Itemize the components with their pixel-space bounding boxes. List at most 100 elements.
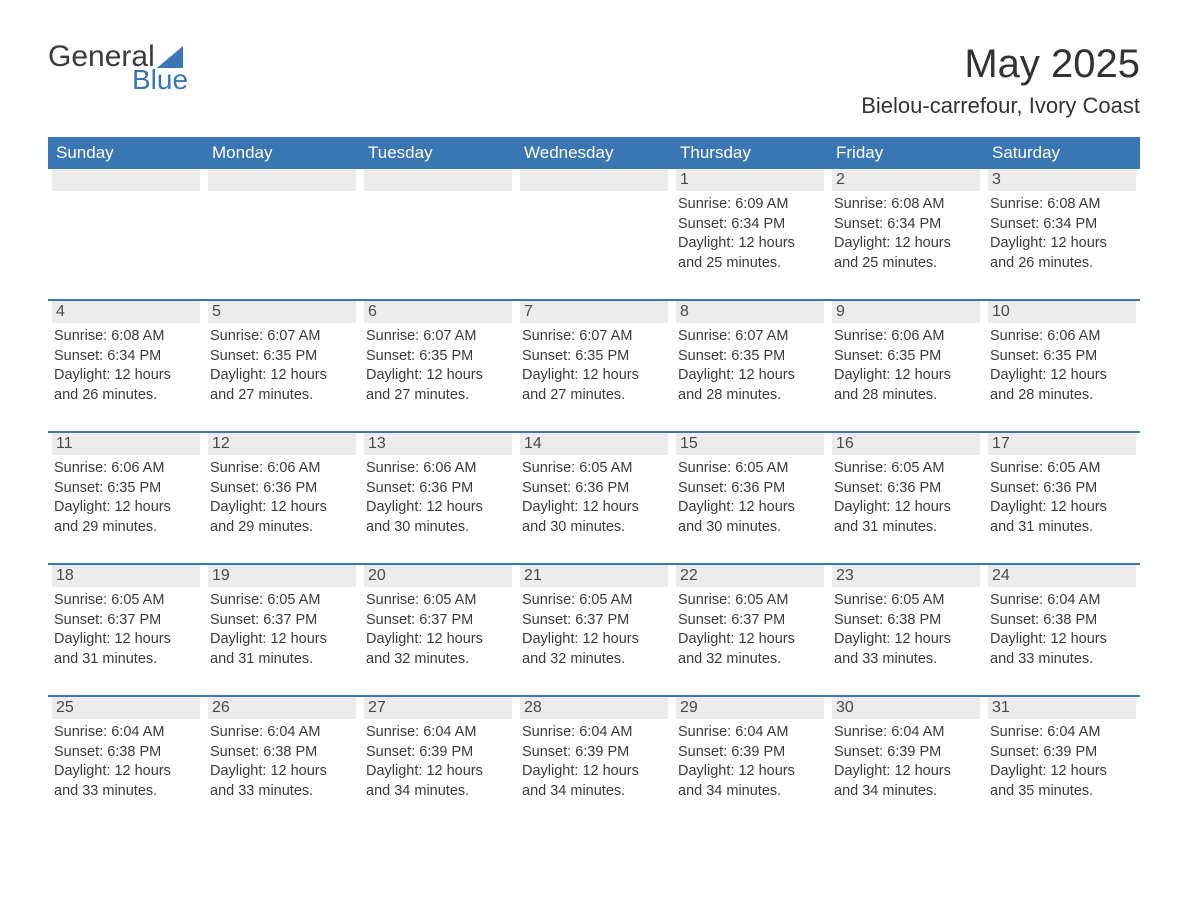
calendar-week: 18Sunrise: 6:05 AMSunset: 6:37 PMDayligh… xyxy=(48,563,1140,685)
day-number: 14 xyxy=(520,433,668,455)
calendar-day: 11Sunrise: 6:06 AMSunset: 6:35 PMDayligh… xyxy=(48,433,204,553)
day-number: 8 xyxy=(676,301,824,323)
daylight-text: Daylight: 12 hours and 33 minutes. xyxy=(210,762,354,801)
calendar-day: 20Sunrise: 6:05 AMSunset: 6:37 PMDayligh… xyxy=(360,565,516,685)
sunrise-text: Sunrise: 6:08 AM xyxy=(834,195,978,215)
sunrise-text: Sunrise: 6:07 AM xyxy=(678,327,822,347)
calendar-week: 1Sunrise: 6:09 AMSunset: 6:34 PMDaylight… xyxy=(48,169,1140,289)
sunrise-text: Sunrise: 6:05 AM xyxy=(990,459,1134,479)
day-number: 29 xyxy=(676,697,824,719)
sunset-text: Sunset: 6:39 PM xyxy=(834,743,978,763)
day-body: Sunrise: 6:05 AMSunset: 6:37 PMDaylight:… xyxy=(208,587,356,669)
calendar-day: 4Sunrise: 6:08 AMSunset: 6:34 PMDaylight… xyxy=(48,301,204,421)
daylight-text: Daylight: 12 hours and 26 minutes. xyxy=(54,366,198,405)
daylight-text: Daylight: 12 hours and 29 minutes. xyxy=(54,498,198,537)
day-body: Sunrise: 6:04 AMSunset: 6:38 PMDaylight:… xyxy=(208,719,356,801)
sunset-text: Sunset: 6:34 PM xyxy=(678,215,822,235)
calendar-day: 8Sunrise: 6:07 AMSunset: 6:35 PMDaylight… xyxy=(672,301,828,421)
day-body: Sunrise: 6:08 AMSunset: 6:34 PMDaylight:… xyxy=(52,323,200,405)
day-body: Sunrise: 6:05 AMSunset: 6:37 PMDaylight:… xyxy=(676,587,824,669)
day-number: 20 xyxy=(364,565,512,587)
sunrise-text: Sunrise: 6:06 AM xyxy=(834,327,978,347)
sunset-text: Sunset: 6:36 PM xyxy=(990,479,1134,499)
day-number: 24 xyxy=(988,565,1136,587)
day-body: Sunrise: 6:06 AMSunset: 6:36 PMDaylight:… xyxy=(208,455,356,537)
day-body: Sunrise: 6:06 AMSunset: 6:36 PMDaylight:… xyxy=(364,455,512,537)
day-number: 22 xyxy=(676,565,824,587)
calendar-day: 7Sunrise: 6:07 AMSunset: 6:35 PMDaylight… xyxy=(516,301,672,421)
day-number: 10 xyxy=(988,301,1136,323)
day-body: Sunrise: 6:05 AMSunset: 6:36 PMDaylight:… xyxy=(676,455,824,537)
day-body: Sunrise: 6:06 AMSunset: 6:35 PMDaylight:… xyxy=(832,323,980,405)
sunrise-text: Sunrise: 6:04 AM xyxy=(210,723,354,743)
sunset-text: Sunset: 6:35 PM xyxy=(522,347,666,367)
day-body: Sunrise: 6:05 AMSunset: 6:36 PMDaylight:… xyxy=(832,455,980,537)
sunrise-text: Sunrise: 6:04 AM xyxy=(834,723,978,743)
sunset-text: Sunset: 6:36 PM xyxy=(678,479,822,499)
daylight-text: Daylight: 12 hours and 30 minutes. xyxy=(522,498,666,537)
sunrise-text: Sunrise: 6:07 AM xyxy=(522,327,666,347)
daylight-text: Daylight: 12 hours and 28 minutes. xyxy=(678,366,822,405)
calendar-day xyxy=(516,169,672,289)
sunset-text: Sunset: 6:37 PM xyxy=(54,611,198,631)
sunrise-text: Sunrise: 6:06 AM xyxy=(366,459,510,479)
day-number: 7 xyxy=(520,301,668,323)
sunrise-text: Sunrise: 6:06 AM xyxy=(54,459,198,479)
sunset-text: Sunset: 6:37 PM xyxy=(678,611,822,631)
daylight-text: Daylight: 12 hours and 31 minutes. xyxy=(210,630,354,669)
daylight-text: Daylight: 12 hours and 25 minutes. xyxy=(678,234,822,273)
day-body: Sunrise: 6:05 AMSunset: 6:37 PMDaylight:… xyxy=(520,587,668,669)
weekday-header: Wednesday xyxy=(516,137,672,169)
day-body: Sunrise: 6:04 AMSunset: 6:39 PMDaylight:… xyxy=(520,719,668,801)
day-body: Sunrise: 6:04 AMSunset: 6:38 PMDaylight:… xyxy=(52,719,200,801)
day-body: Sunrise: 6:08 AMSunset: 6:34 PMDaylight:… xyxy=(988,191,1136,273)
day-body: Sunrise: 6:06 AMSunset: 6:35 PMDaylight:… xyxy=(52,455,200,537)
calendar-day: 14Sunrise: 6:05 AMSunset: 6:36 PMDayligh… xyxy=(516,433,672,553)
day-number: 12 xyxy=(208,433,356,455)
daylight-text: Daylight: 12 hours and 28 minutes. xyxy=(990,366,1134,405)
sunset-text: Sunset: 6:37 PM xyxy=(522,611,666,631)
day-number: 4 xyxy=(52,301,200,323)
day-body: Sunrise: 6:08 AMSunset: 6:34 PMDaylight:… xyxy=(832,191,980,273)
day-number: 11 xyxy=(52,433,200,455)
day-number: 28 xyxy=(520,697,668,719)
sunrise-text: Sunrise: 6:04 AM xyxy=(678,723,822,743)
sunset-text: Sunset: 6:35 PM xyxy=(834,347,978,367)
day-number xyxy=(520,169,668,191)
sunset-text: Sunset: 6:36 PM xyxy=(834,479,978,499)
calendar-day: 2Sunrise: 6:08 AMSunset: 6:34 PMDaylight… xyxy=(828,169,984,289)
sunrise-text: Sunrise: 6:08 AM xyxy=(54,327,198,347)
day-number: 1 xyxy=(676,169,824,191)
calendar-week: 25Sunrise: 6:04 AMSunset: 6:38 PMDayligh… xyxy=(48,695,1140,817)
sunset-text: Sunset: 6:35 PM xyxy=(990,347,1134,367)
sunrise-text: Sunrise: 6:05 AM xyxy=(210,591,354,611)
daylight-text: Daylight: 12 hours and 30 minutes. xyxy=(366,498,510,537)
daylight-text: Daylight: 12 hours and 32 minutes. xyxy=(678,630,822,669)
daylight-text: Daylight: 12 hours and 28 minutes. xyxy=(834,366,978,405)
daylight-text: Daylight: 12 hours and 31 minutes. xyxy=(834,498,978,537)
day-number: 2 xyxy=(832,169,980,191)
day-body: Sunrise: 6:04 AMSunset: 6:39 PMDaylight:… xyxy=(676,719,824,801)
sunrise-text: Sunrise: 6:04 AM xyxy=(522,723,666,743)
day-number: 18 xyxy=(52,565,200,587)
month-title: May 2025 xyxy=(861,42,1140,87)
calendar-day: 24Sunrise: 6:04 AMSunset: 6:38 PMDayligh… xyxy=(984,565,1140,685)
daylight-text: Daylight: 12 hours and 27 minutes. xyxy=(210,366,354,405)
logo-text-blue: Blue xyxy=(132,66,188,94)
sunset-text: Sunset: 6:37 PM xyxy=(366,611,510,631)
calendar-day: 6Sunrise: 6:07 AMSunset: 6:35 PMDaylight… xyxy=(360,301,516,421)
sunset-text: Sunset: 6:36 PM xyxy=(522,479,666,499)
calendar-day: 30Sunrise: 6:04 AMSunset: 6:39 PMDayligh… xyxy=(828,697,984,817)
sunrise-text: Sunrise: 6:09 AM xyxy=(678,195,822,215)
calendar-week: 4Sunrise: 6:08 AMSunset: 6:34 PMDaylight… xyxy=(48,299,1140,421)
calendar: Sunday Monday Tuesday Wednesday Thursday… xyxy=(48,137,1140,817)
daylight-text: Daylight: 12 hours and 33 minutes. xyxy=(54,762,198,801)
sunrise-text: Sunrise: 6:06 AM xyxy=(990,327,1134,347)
daylight-text: Daylight: 12 hours and 31 minutes. xyxy=(54,630,198,669)
day-number: 17 xyxy=(988,433,1136,455)
day-body: Sunrise: 6:09 AMSunset: 6:34 PMDaylight:… xyxy=(676,191,824,273)
day-body: Sunrise: 6:05 AMSunset: 6:38 PMDaylight:… xyxy=(832,587,980,669)
day-body: Sunrise: 6:04 AMSunset: 6:38 PMDaylight:… xyxy=(988,587,1136,669)
calendar-day xyxy=(48,169,204,289)
day-number: 26 xyxy=(208,697,356,719)
